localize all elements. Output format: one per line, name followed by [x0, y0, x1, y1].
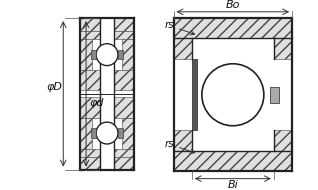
Polygon shape — [174, 18, 292, 38]
Polygon shape — [100, 18, 114, 169]
Circle shape — [96, 44, 118, 66]
Polygon shape — [274, 38, 292, 59]
Polygon shape — [80, 118, 93, 149]
Polygon shape — [80, 39, 93, 70]
Polygon shape — [80, 157, 135, 169]
Bar — [91, 128, 96, 138]
Polygon shape — [274, 130, 292, 151]
Bar — [192, 59, 197, 130]
Text: Bi: Bi — [227, 180, 238, 190]
Polygon shape — [80, 70, 135, 90]
Polygon shape — [80, 97, 135, 118]
Text: φD: φD — [46, 82, 62, 92]
Bar — [270, 87, 279, 103]
Bar — [91, 50, 96, 59]
Polygon shape — [80, 31, 135, 39]
Text: rs: rs — [164, 21, 195, 35]
Circle shape — [96, 122, 118, 144]
Polygon shape — [121, 118, 135, 149]
Text: rs: rs — [164, 139, 195, 153]
Polygon shape — [121, 39, 135, 70]
Polygon shape — [174, 38, 192, 59]
Bar — [118, 50, 123, 59]
Circle shape — [202, 64, 264, 126]
Text: Bo: Bo — [226, 0, 240, 10]
Polygon shape — [80, 149, 135, 157]
Polygon shape — [174, 151, 292, 171]
Bar — [118, 128, 123, 138]
Polygon shape — [80, 18, 135, 31]
Text: φd: φd — [90, 98, 104, 108]
Polygon shape — [174, 130, 192, 151]
